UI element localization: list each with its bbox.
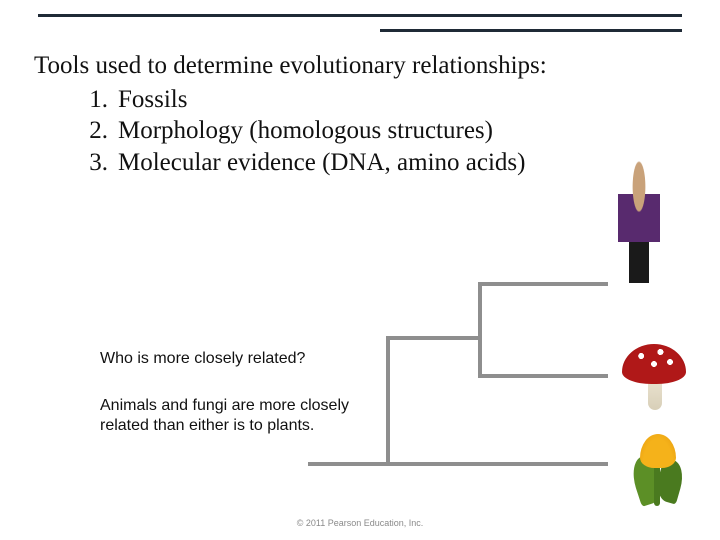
question-text: Who is more closely related? — [100, 350, 305, 368]
list-item-text: Morphology (homologous structures) — [118, 115, 493, 146]
mushroom-cap — [622, 344, 686, 384]
list-item: 2.Morphology (homologous structures) — [82, 115, 690, 146]
copyright-text: © 2011 Pearson Education, Inc. — [0, 518, 720, 528]
tulip-image — [618, 432, 696, 510]
tulip-flower — [640, 434, 676, 468]
list-item-text: Fossils — [118, 84, 187, 115]
rule-line-upper — [38, 14, 682, 17]
cladogram-diagram — [308, 276, 608, 482]
list-item: 1.Fossils — [82, 84, 690, 115]
tulip-stem — [654, 462, 660, 506]
tools-list: 1.Fossils 2.Morphology (homologous struc… — [34, 84, 690, 178]
list-item: 3.Molecular evidence (DNA, amino acids) — [82, 147, 690, 178]
slide-top-rule — [0, 0, 720, 38]
heading: Tools used to determine evolutionary rel… — [34, 52, 690, 80]
content-block: Tools used to determine evolutionary rel… — [34, 52, 690, 178]
human-image — [608, 160, 670, 308]
list-item-text: Molecular evidence (DNA, amino acids) — [118, 147, 525, 178]
mushroom-image — [618, 340, 690, 412]
rule-line-lower — [380, 29, 682, 32]
